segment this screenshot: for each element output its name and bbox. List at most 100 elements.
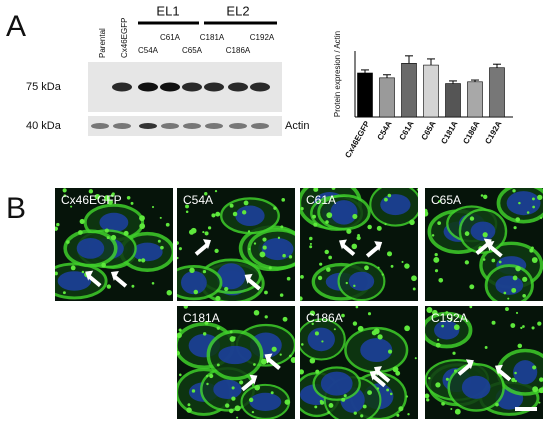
puncta <box>282 253 286 258</box>
micrograph: Cx46EGFP <box>55 188 173 301</box>
puncta <box>290 357 295 363</box>
puncta <box>505 307 509 311</box>
puncta <box>491 258 496 263</box>
nucleus <box>307 327 335 352</box>
puncta <box>522 293 526 298</box>
puncta <box>242 210 247 215</box>
puncta <box>268 266 272 270</box>
micrograph-content <box>300 188 418 301</box>
bar <box>467 81 483 118</box>
puncta <box>386 251 393 257</box>
puncta <box>262 237 267 242</box>
arrow <box>246 277 261 291</box>
micrograph-label: Cx46EGFP <box>61 193 122 207</box>
puncta <box>110 234 117 241</box>
puncta <box>202 332 207 336</box>
arrow-head <box>465 359 474 370</box>
marker-label: 40 kDa <box>26 120 62 132</box>
x-tick-label: Cx46EGFP <box>343 119 372 160</box>
puncta <box>464 231 470 236</box>
puncta <box>343 394 347 398</box>
puncta <box>414 357 417 360</box>
puncta <box>454 408 461 415</box>
x-tick-label: C192A <box>483 119 503 145</box>
puncta <box>264 315 268 319</box>
puncta <box>251 410 255 414</box>
puncta <box>450 408 453 411</box>
puncta <box>526 211 530 214</box>
nucleus <box>470 221 496 241</box>
puncta <box>206 374 209 378</box>
puncta <box>81 270 85 274</box>
arrow <box>496 368 512 382</box>
puncta <box>232 211 238 217</box>
nucleus <box>57 271 92 291</box>
puncta <box>498 260 502 264</box>
puncta <box>130 201 134 205</box>
puncta <box>539 216 543 220</box>
puncta <box>437 221 442 225</box>
puncta <box>321 340 324 343</box>
mutant-label: C54A <box>138 46 159 55</box>
puncta <box>445 311 449 314</box>
lane-label: Parental <box>98 28 107 58</box>
puncta <box>94 193 101 200</box>
puncta <box>389 392 393 396</box>
nucleus <box>461 375 491 399</box>
puncta <box>326 267 331 272</box>
panel-label: A <box>6 10 26 43</box>
puncta <box>284 399 291 405</box>
band <box>250 82 270 92</box>
mutant-label: C181A <box>200 33 225 42</box>
puncta <box>495 402 499 407</box>
puncta <box>392 366 399 373</box>
puncta <box>390 264 394 268</box>
puncta <box>341 397 346 402</box>
micrograph: C186A <box>300 306 418 419</box>
nucleus <box>249 392 282 411</box>
puncta <box>436 338 440 342</box>
band <box>139 123 157 129</box>
puncta <box>214 189 218 193</box>
puncta <box>211 213 216 218</box>
puncta <box>107 199 113 205</box>
band <box>183 123 201 129</box>
puncta <box>435 382 441 388</box>
puncta <box>309 245 313 249</box>
puncta <box>376 387 380 390</box>
puncta <box>431 234 435 237</box>
puncta <box>531 257 538 263</box>
puncta <box>79 218 85 225</box>
band <box>205 123 223 129</box>
micrograph-label: C181A <box>183 311 220 325</box>
band <box>91 123 109 129</box>
puncta <box>166 290 172 296</box>
micrograph-content <box>300 306 418 419</box>
puncta <box>362 404 367 409</box>
bar <box>423 64 439 118</box>
arrow-head <box>203 239 212 250</box>
micrograph-content <box>177 188 295 301</box>
puncta <box>55 271 58 276</box>
puncta <box>151 281 155 285</box>
puncta <box>356 235 361 241</box>
micrograph-label: C186A <box>306 311 343 325</box>
arrow-head <box>338 239 347 250</box>
puncta <box>309 357 316 364</box>
puncta <box>386 388 390 392</box>
puncta <box>214 248 219 254</box>
micrograph: C181A <box>177 306 295 419</box>
puncta <box>190 227 197 234</box>
puncta <box>209 373 214 379</box>
puncta <box>215 211 221 217</box>
puncta <box>367 390 372 396</box>
puncta <box>469 216 475 221</box>
puncta <box>426 398 430 402</box>
puncta <box>387 349 393 354</box>
puncta <box>514 371 517 375</box>
puncta <box>532 197 535 201</box>
puncta <box>367 224 372 230</box>
puncta <box>314 405 318 409</box>
puncta <box>202 270 207 274</box>
puncta <box>234 405 241 412</box>
